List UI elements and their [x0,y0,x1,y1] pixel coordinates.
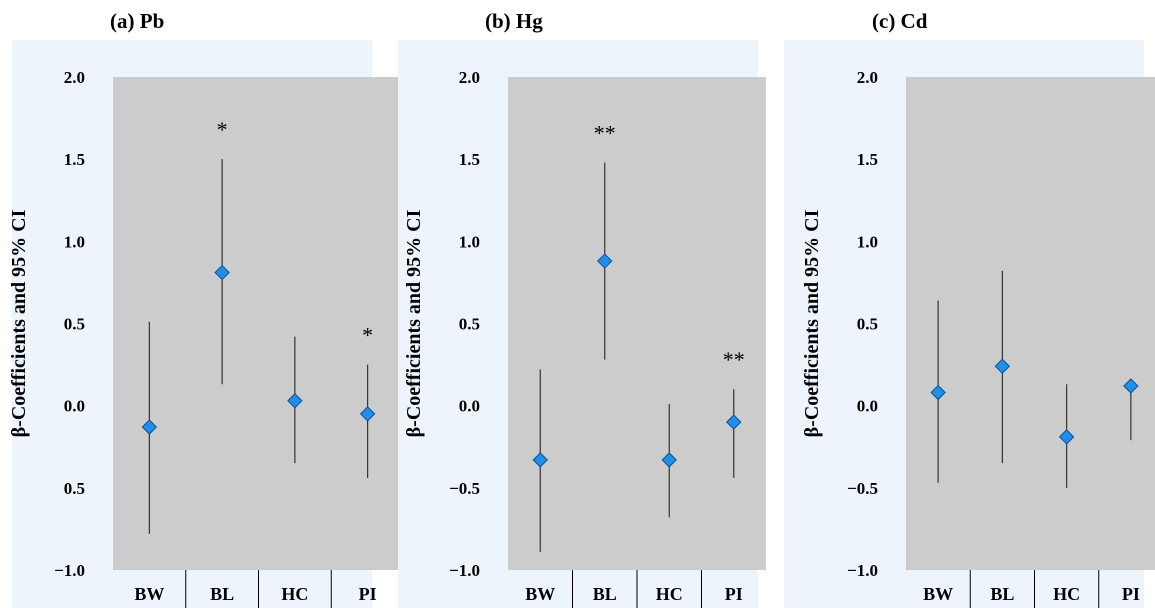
panel-1-ytick-label: 0.5 [459,315,480,334]
panel-0-significance-bl: * [217,117,228,142]
panel-1-category-label: PI [725,584,743,604]
panel-2-y-axis-label: β-Coefficients and 95% CI [801,209,823,437]
panel-1-ytick-label: 1.0 [459,232,480,251]
panel-0-category-label: BW [134,584,164,604]
panel-2-ytick-label: 0.5 [857,315,878,334]
panel-2-estimate-marker-hc [1058,429,1075,445]
panel-0-estimate-marker-hc [287,393,303,409]
panel-2-ytick-label: −1.0 [847,561,878,580]
panel-0-estimate-marker-pi [359,406,376,422]
panel-0-ytick-label: 1.5 [64,150,85,169]
panel-1-ytick-label: −1.0 [449,561,480,580]
panel-0-ytick-label: −1.0 [54,561,85,580]
panel-2-category-label: BL [990,584,1014,604]
panel-2-plot-area [906,77,1155,570]
panel-1-significance-bl: ** [594,120,616,145]
panel-0-significance-pi: * [362,323,373,348]
panel-1-category-label: BL [593,584,617,604]
panel-1-significance-pi: ** [723,347,745,372]
panel-0-ytick-label: 1.0 [64,232,85,251]
panel-1-title: (b) Hg [485,9,543,33]
panel-1-estimate-marker-bl [597,253,613,269]
panel-2-estimate-marker-bl [994,358,1011,374]
panel-1-ytick-label: 1.5 [459,150,480,169]
panel-0-ytick-label: 0.5 [64,479,85,498]
panel-0-y-axis-label: β-Coefficients and 95% CI [8,209,30,437]
panel-0-ytick-label: 0.0 [64,397,85,416]
panel-0-category-label: HC [281,584,308,604]
panel-2-ytick-label: 1.0 [857,232,878,251]
panel-0-category-label: PI [359,584,377,604]
panel-0-estimate-marker-bw [141,419,158,435]
panel-1-ytick-label: 2.0 [459,68,480,87]
panel-2-ytick-label: 1.5 [857,150,878,169]
panel-0-ytick-label: 0.5 [64,315,85,334]
panel-2-category-label: BW [923,584,953,604]
panel-0-estimate-marker-bl [214,264,230,281]
panel-0-category-label: BL [210,584,234,604]
panel-1-y-axis-label: β-Coefficients and 95% CI [403,209,425,437]
panel-1-ytick-label: 0.0 [459,397,480,416]
panel-1-estimate-marker-bw [532,452,548,468]
panel-0-plot-area [113,77,404,570]
panel-1-ytick-label: −0.5 [449,479,480,498]
panel-2-category-label: PI [1122,584,1140,604]
panel-2-ytick-label: 2.0 [857,68,878,87]
panel-2-estimate-marker-bw [930,384,946,401]
panel-1-category-label: BW [525,584,555,604]
panel-2-category-label: HC [1053,584,1080,604]
panel-2-title: (c) Cd [872,9,928,33]
panel-1-plot-area [508,77,766,570]
panel-1-estimate-marker-hc [661,452,677,468]
panel-2-ytick-label: 0.0 [857,397,878,416]
panel-2-ytick-label: −0.5 [847,479,878,498]
panel-1-estimate-marker-pi [726,414,742,430]
panel-0-title: (a) Pb [110,9,164,33]
panel-2-estimate-marker-pi [1123,378,1139,394]
panel-0-ytick-label: 2.0 [64,68,85,87]
panel-1-category-label: HC [656,584,683,604]
